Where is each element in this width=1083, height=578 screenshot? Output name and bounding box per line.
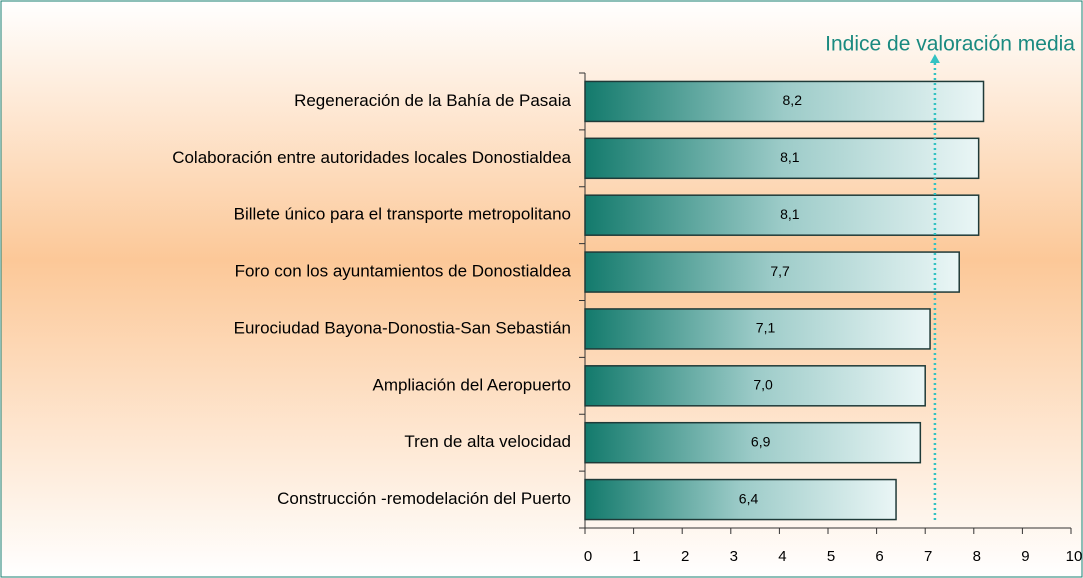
bar bbox=[584, 308, 931, 350]
category-label: Eurociudad Bayona-Donostia-San Sebastián bbox=[234, 318, 571, 337]
category-label: Tren de alta velocidad bbox=[404, 432, 571, 451]
x-tick-label: 3 bbox=[730, 548, 738, 565]
x-tick-label: 7 bbox=[924, 548, 932, 565]
value-label: 7,7 bbox=[770, 263, 790, 279]
x-tick-label: 4 bbox=[778, 548, 786, 565]
bar bbox=[584, 194, 980, 236]
value-label: 8,1 bbox=[780, 206, 800, 222]
category-label: Colaboración entre autoridades locales D… bbox=[172, 148, 571, 167]
bar bbox=[584, 80, 985, 123]
value-label: 7,0 bbox=[753, 377, 773, 393]
category-label: Ampliación del Aeropuerto bbox=[373, 375, 571, 394]
value-label: 6,4 bbox=[739, 490, 759, 506]
x-tick-label: 2 bbox=[681, 548, 689, 565]
reference-label: Indice de valoración media bbox=[825, 33, 1075, 56]
x-tick-label: 10 bbox=[1066, 548, 1083, 565]
reference-arrow bbox=[929, 54, 940, 63]
x-tick-label: 6 bbox=[875, 548, 883, 565]
bar bbox=[584, 251, 960, 293]
value-label: 8,1 bbox=[780, 149, 800, 165]
value-label: 6,9 bbox=[751, 433, 771, 449]
value-label: 8,2 bbox=[783, 92, 803, 108]
category-label: Regeneración de la Bahía de Pasaia bbox=[294, 91, 571, 110]
category-label: Foro con los ayuntamientos de Donostiald… bbox=[235, 262, 572, 281]
value-label: 7,1 bbox=[756, 320, 776, 336]
category-label: Construcción -remodelación del Puerto bbox=[277, 489, 571, 508]
x-tick-label: 0 bbox=[584, 548, 592, 565]
bar bbox=[584, 421, 922, 464]
bar bbox=[584, 478, 897, 521]
x-tick-label: 9 bbox=[1021, 548, 1029, 565]
bar bbox=[584, 137, 980, 180]
bar bbox=[584, 365, 926, 407]
x-tick-label: 8 bbox=[973, 548, 981, 565]
x-tick-label: 5 bbox=[827, 548, 835, 565]
category-label: Billete único para el transporte metropo… bbox=[234, 205, 571, 224]
x-tick-label: 1 bbox=[632, 548, 640, 565]
